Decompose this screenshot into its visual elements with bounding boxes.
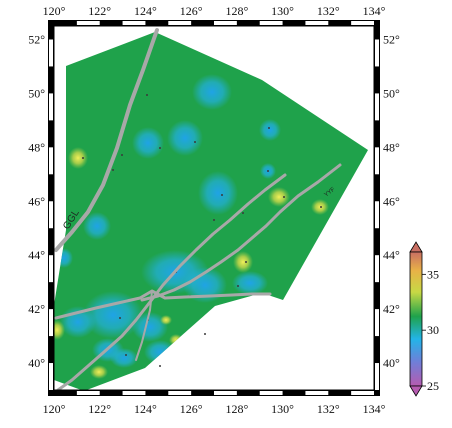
lat-tick-label-left: 52° [28, 32, 45, 46]
frame-segment [49, 363, 53, 390]
frame-segment [305, 391, 329, 395]
frame-segment [375, 39, 379, 67]
lat-tick-label-left: 40° [28, 356, 45, 370]
frame-segment [259, 391, 283, 395]
lon-tick-label-top: 126° [180, 4, 203, 18]
frame-segment [49, 255, 53, 283]
anomaly-blobs [54, 74, 329, 379]
frame-segment [122, 21, 146, 25]
lat-tick-label-right: 52° [383, 32, 400, 46]
lat-tick-label-right: 46° [383, 194, 400, 208]
frame-segment [351, 21, 374, 25]
fault-lines [54, 28, 342, 390]
lat-tick-label-right: 42° [383, 302, 400, 316]
lon-axis-bottom: 120° 122° 124° 126° 128° 130° 132° 134° [43, 402, 386, 416]
colorbar-scale [409, 251, 423, 387]
lat-tick-label-left: 42° [28, 302, 45, 316]
fault-branch [135, 290, 153, 361]
lon-tick-label-top: 132° [317, 4, 340, 18]
frame-segment [375, 255, 379, 283]
frame-checker [49, 21, 379, 395]
lat-tick-label-left: 46° [28, 194, 45, 208]
lat-tick-label-right: 50° [383, 86, 400, 100]
lat-tick-label-right: 40° [383, 356, 400, 370]
frame-segment [375, 201, 379, 229]
fault-ggl [54, 28, 159, 252]
lon-tick-label-top: 120° [43, 4, 66, 18]
lon-tick-label-bottom: 130° [271, 402, 294, 416]
lon-tick-label-bottom: 128° [225, 402, 248, 416]
frame-segment [122, 391, 146, 395]
lat-tick-label-right: 44° [383, 248, 400, 262]
frame-segment [49, 147, 53, 175]
lon-tick-label-bottom: 126° [180, 402, 203, 416]
frame-segment [375, 93, 379, 121]
lon-tick-label-top: 130° [271, 4, 294, 18]
lat-tick-label-left: 48° [28, 140, 45, 154]
lat-tick-label-left: 44° [28, 248, 45, 262]
fault-yyf-south [56, 173, 287, 390]
data-region: GGL YYF [54, 28, 368, 390]
frame-segment [49, 201, 53, 229]
frame-segment [351, 391, 374, 395]
lon-tick-label-top: 128° [225, 4, 248, 18]
frame-segment [76, 391, 100, 395]
colorbar-tick-label: 30 [427, 323, 439, 337]
lat-axis-left: 52° 50° 48° 46° 44° 42° 40° [28, 32, 45, 370]
lon-tick-label-top: 122° [88, 4, 111, 18]
frame-segment [49, 93, 53, 121]
lat-tick-label-left: 50° [28, 86, 45, 100]
frame-segment [76, 21, 100, 25]
frame-segment [259, 21, 283, 25]
colorbar-top-cap [409, 241, 423, 253]
lon-tick-label-bottom: 134° [363, 402, 386, 416]
lat-tick-label-right: 48° [383, 140, 400, 154]
frame-segment [49, 309, 53, 337]
frame-segment [375, 309, 379, 337]
frame-segment [375, 147, 379, 175]
colorbar: 35 30 25 [409, 241, 439, 397]
fault-yyf-north [140, 163, 342, 302]
frame-segment [168, 21, 192, 25]
colorbar-bottom-cap [409, 385, 423, 397]
lon-tick-label-top: 134° [363, 4, 386, 18]
station-markers [82, 94, 322, 367]
lon-tick-label-bottom: 120° [43, 402, 66, 416]
lon-tick-label-bottom: 132° [317, 402, 340, 416]
lon-tick-label-bottom: 124° [134, 402, 157, 416]
colorbar-tick-label: 35 [427, 267, 439, 281]
frame-segment [305, 21, 329, 25]
frame-segment [214, 391, 237, 395]
lat-axis-right: 52° 50° 48° 46° 44° 42° 40° [383, 32, 400, 370]
lon-tick-label-top: 124° [134, 4, 157, 18]
lon-axis-top: 120° 122° 124° 126° 128° 130° 132° 134° [43, 4, 386, 18]
frame-segment [168, 391, 192, 395]
frame-segment [49, 39, 53, 67]
frame-segment [375, 363, 379, 390]
frame-segment [214, 21, 237, 25]
lon-tick-label-bottom: 122° [88, 402, 111, 416]
colorbar-tick-label: 25 [427, 379, 439, 393]
colorbar-ticks: 35 30 25 [422, 267, 439, 393]
map-border [53, 25, 375, 391]
fault-ew [54, 289, 272, 320]
